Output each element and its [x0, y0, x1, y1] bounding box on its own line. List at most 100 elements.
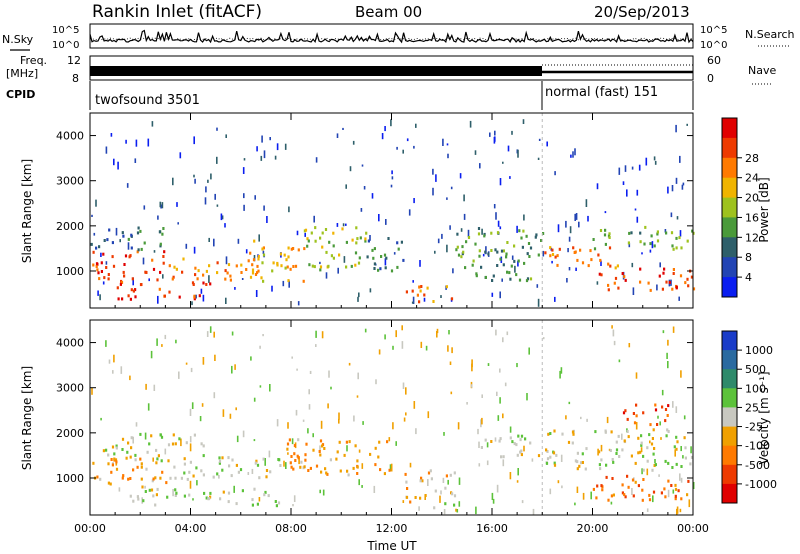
band-echo [193, 433, 196, 437]
scatter-echo [242, 167, 245, 174]
scatter-echo [495, 329, 497, 336]
band-echo [671, 244, 674, 248]
scatter-echo [682, 182, 685, 186]
band-echo [637, 484, 640, 488]
scatter-echo [225, 297, 227, 304]
scatter-echo [636, 216, 639, 223]
scatter-echo [554, 171, 556, 176]
scatter-echo [288, 280, 290, 288]
scatter-echo [566, 278, 568, 283]
scatter-echo [204, 197, 207, 205]
band-echo [283, 253, 286, 257]
band-echo [174, 442, 177, 446]
colorbar-tick-label: 24 [745, 172, 759, 185]
scatter-echo [113, 354, 115, 363]
power-colorbar-ticks: 4 8 12 16 20 24 28 [737, 152, 759, 284]
band-echo [257, 254, 260, 258]
band-echo [156, 457, 159, 461]
scatter-echo [345, 184, 347, 189]
band-echo [351, 238, 354, 242]
band-echo [584, 467, 587, 471]
band-echo [611, 458, 614, 461]
band-echo [134, 453, 137, 457]
band-echo [352, 466, 355, 470]
band-echo [107, 273, 110, 276]
scatter-echo [676, 216, 679, 220]
band-echo [163, 250, 166, 254]
band-echo [156, 278, 159, 282]
noise-tick-low-right: 10^0 [700, 40, 727, 51]
scatter-echo [118, 487, 121, 492]
band-echo [319, 236, 322, 240]
scatter-echo [574, 213, 576, 221]
noise-tick-low-left: 10^0 [52, 40, 79, 51]
band-echo [100, 261, 103, 265]
scatter-echo [492, 498, 495, 504]
scatter-echo [241, 278, 244, 280]
band-echo [319, 453, 322, 457]
scatter-echo [580, 416, 582, 420]
scatter-echo [199, 416, 202, 422]
colorbar-swatch [722, 197, 737, 218]
scatter-echo [313, 215, 315, 223]
scatter-echo [205, 186, 207, 193]
band-echo [581, 261, 585, 265]
band-echo [664, 459, 667, 463]
band-echo [611, 477, 614, 480]
band-echo [113, 457, 116, 461]
scatter-echo [413, 401, 416, 409]
band-echo [621, 483, 624, 487]
band-echo [545, 461, 549, 465]
band-echo [240, 271, 243, 274]
band-echo [98, 245, 101, 249]
band-echo [653, 244, 656, 248]
band-echo [175, 491, 178, 495]
scatter-echo [560, 367, 563, 374]
velocity-colorbar-swatches [722, 331, 737, 504]
band-echo [490, 231, 493, 235]
band-echo [400, 240, 403, 244]
band-echo [651, 437, 654, 440]
band-echo [640, 441, 643, 445]
band-echo [107, 481, 110, 485]
scatter-echo [457, 422, 460, 430]
band-echo [227, 500, 230, 504]
scatter-echo [356, 395, 359, 398]
band-echo [111, 463, 114, 467]
band-echo [513, 442, 516, 446]
scatter-echo [142, 257, 145, 265]
scatter-echo [403, 417, 406, 422]
band-echo [684, 281, 687, 285]
scatter-echo [662, 330, 665, 334]
band-echo [622, 411, 626, 415]
scatter-echo [346, 445, 348, 452]
band-echo [684, 456, 687, 460]
band-echo [356, 237, 359, 241]
band-echo [498, 439, 501, 443]
band-echo [256, 271, 259, 275]
band-echo [216, 261, 219, 265]
scatter-echo [618, 359, 621, 363]
band-echo [690, 455, 694, 459]
band-echo [576, 460, 579, 464]
scatter-echo [388, 437, 391, 442]
scatter-echo [258, 234, 260, 242]
band-echo [675, 246, 678, 250]
band-echo [252, 258, 256, 262]
scatter-echo [582, 492, 585, 500]
band-echo [112, 264, 116, 268]
band-echo [254, 461, 257, 465]
scatter-echo [526, 393, 528, 401]
scatter-echo [153, 384, 156, 391]
band-echo [262, 457, 265, 461]
scatter-echo [185, 243, 188, 249]
band-echo [183, 471, 186, 475]
band-echo [634, 480, 637, 484]
x-tick-label: 08:00 [275, 522, 307, 535]
scatter-echo [606, 416, 609, 424]
band-echo [542, 232, 545, 235]
band-echo [680, 497, 683, 501]
band-echo [161, 470, 164, 474]
band-echo [155, 461, 158, 465]
band-echo [664, 495, 667, 499]
